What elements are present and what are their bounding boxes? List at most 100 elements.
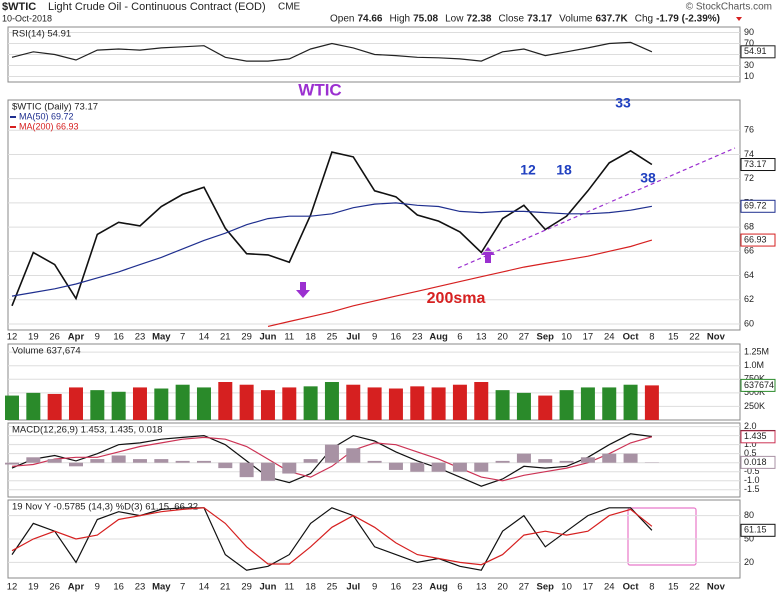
value-box [740, 199, 776, 213]
y-tick-label: 74 [744, 149, 754, 159]
x-tick-label: 23 [412, 582, 423, 593]
y-tick-label: 62 [744, 294, 754, 304]
value-box [740, 45, 776, 59]
y-tick-label: 1.0 [744, 439, 757, 449]
bar [516, 392, 531, 420]
x-tick-label: 23 [135, 582, 146, 593]
x-tick-label: Oct [623, 582, 640, 593]
series-line [11, 507, 653, 566]
bar [324, 444, 339, 463]
y-tick-label: 10 [744, 71, 754, 81]
x-tick-label: Apr [68, 332, 85, 343]
x-tick-label: 19 [28, 332, 39, 343]
x-tick-label: 27 [519, 582, 530, 593]
quote-label: High [390, 14, 411, 25]
bar [602, 453, 617, 463]
quote-value: 74.66 [357, 14, 382, 25]
x-tick-label: Nov [707, 332, 726, 343]
bar [474, 382, 489, 420]
bar [111, 455, 126, 463]
y-tick-label: 76 [744, 125, 754, 135]
x-tick-label: 14 [199, 332, 210, 343]
y-tick-label: 72 [744, 173, 754, 183]
bar [602, 387, 617, 420]
x-tick-label: Nov [707, 582, 726, 593]
panel-frame [7, 422, 741, 498]
value-box-label: 61.15 [744, 525, 767, 535]
bar [431, 462, 446, 472]
quote-label: Open [330, 14, 354, 25]
bar [516, 453, 531, 463]
value-box [740, 158, 776, 172]
value-box [740, 378, 776, 392]
bar [26, 392, 41, 420]
bar [303, 386, 318, 420]
value-box [740, 430, 776, 444]
y-tick-label: 2.0 [744, 421, 757, 431]
bar [538, 459, 553, 463]
value-box-label: 1.435 [744, 431, 767, 441]
bar [47, 393, 62, 420]
x-tick-label: 14 [199, 582, 210, 593]
watermark: © StockCharts.com [686, 2, 772, 13]
x-tick-label: 13 [476, 582, 487, 593]
series-line [11, 202, 653, 297]
annotation: 33 [615, 95, 631, 111]
y-tick-label: 1.0M [744, 360, 764, 370]
exchange: CME [278, 2, 301, 13]
bar [580, 387, 595, 420]
legend-label: MA(50) 69.72 [19, 111, 74, 121]
bar [239, 462, 254, 478]
y-tick-label: 0.5 [744, 448, 757, 458]
bar [410, 462, 425, 472]
bar [111, 391, 126, 420]
annotation: 12 [520, 162, 536, 178]
x-tick-label: 9 [372, 332, 377, 343]
bar [346, 384, 361, 420]
panel-title: RSI(14) 54.91 [12, 29, 71, 40]
highlight-box [627, 507, 697, 566]
bar [474, 462, 489, 472]
symbol: $WTIC [2, 1, 36, 13]
x-tick-label: Sep [537, 332, 555, 343]
quote-value: 637.7K [595, 14, 628, 25]
bar [239, 384, 254, 420]
x-tick-label: Aug [429, 332, 448, 343]
value-box-label: 66.93 [744, 234, 767, 244]
y-tick-label: 64 [744, 270, 754, 280]
bar [495, 460, 510, 463]
bar [495, 390, 510, 420]
date: 10-Oct-2018 [2, 13, 52, 23]
x-tick-label: 24 [604, 332, 615, 343]
bar [644, 385, 659, 420]
x-tick-label: 22 [689, 332, 700, 343]
y-tick-label: 50 [744, 533, 754, 543]
x-tick-label: Jul [346, 332, 360, 343]
x-tick-label: 6 [457, 332, 462, 343]
bar [452, 384, 467, 420]
bar [260, 390, 275, 420]
x-tick-label: 7 [180, 582, 185, 593]
value-box-label: 73.17 [744, 159, 767, 169]
y-tick-label: 68 [744, 221, 754, 231]
bar [132, 387, 147, 420]
x-tick-label: 15 [668, 332, 679, 343]
y-tick-label: 1.25M [744, 347, 769, 357]
arrow [296, 282, 310, 298]
x-tick-label: Apr [68, 582, 85, 593]
x-tick-label: 8 [649, 332, 654, 343]
x-tick-label: 6 [457, 582, 462, 593]
panel-title: Volume 637,674 [12, 346, 81, 357]
value-box-label: 69.72 [744, 201, 767, 211]
series-line [11, 149, 653, 307]
x-tick-label: Jun [260, 582, 277, 593]
x-tick-label: 16 [113, 332, 124, 343]
x-tick-label: 16 [113, 582, 124, 593]
bar [175, 460, 190, 463]
quote-value: -1.79 (-2.39%) [656, 14, 720, 25]
x-tick-label: 17 [583, 582, 594, 593]
x-tick-label: 19 [28, 582, 39, 593]
x-tick-label: 13 [476, 332, 487, 343]
